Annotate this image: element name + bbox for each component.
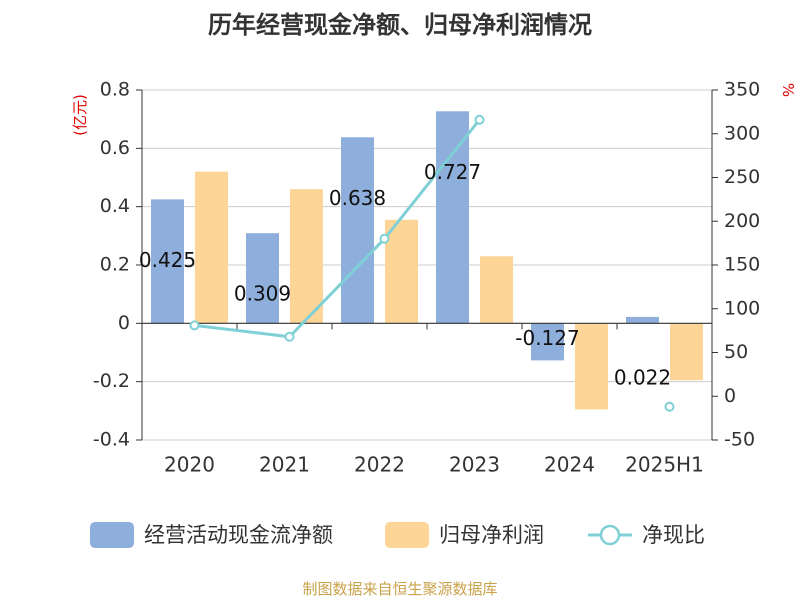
ratio-line xyxy=(189,114,675,412)
y-right-tick-label: -50 xyxy=(724,429,755,451)
bars xyxy=(151,111,703,410)
data-label-operating-cash-flow: 0.425 xyxy=(139,248,196,272)
ratio-point xyxy=(189,320,200,331)
bar-operating-cash-flow xyxy=(626,316,659,324)
x-tick-label: 2025H1 xyxy=(625,453,704,477)
y-right-unit-label: % xyxy=(779,83,797,97)
y-right-tick-label: 50 xyxy=(724,341,748,363)
chart-title: 历年经营现金净额、归母净利润情况 xyxy=(208,11,592,39)
bar-net-profit xyxy=(480,256,513,324)
bar-operating-cash-flow xyxy=(246,233,279,324)
legend-marker xyxy=(599,524,621,546)
y-left-tick-label: -0.4 xyxy=(93,429,130,451)
legend: 经营活动现金流净额 归母净利润 净现比 xyxy=(90,522,705,548)
ratio-point xyxy=(474,114,485,125)
y-left-tick-label: -0.2 xyxy=(93,370,130,392)
data-label-operating-cash-flow: 0.309 xyxy=(234,282,291,306)
bar-operating-cash-flow xyxy=(341,137,374,324)
legend-label: 经营活动现金流净额 xyxy=(144,523,333,547)
legend-label: 归母净利润 xyxy=(439,523,544,547)
bar-net-profit xyxy=(670,323,703,381)
y-right-tick-label: 150 xyxy=(724,254,760,276)
source-note: 制图数据来自恒生聚源数据库 xyxy=(302,580,497,598)
y-left-tick-label: 0.2 xyxy=(100,254,130,276)
data-label-operating-cash-flow: 0.638 xyxy=(329,186,386,210)
x-tick-label: 2023 xyxy=(449,453,500,477)
bar-net-profit xyxy=(385,219,418,324)
data-label-operating-cash-flow: 0.022 xyxy=(614,365,671,389)
x-tick-label: 2020 xyxy=(164,453,215,477)
data-labels: 0.425 0.309 0.638 0.727 -0.127 0.022 xyxy=(139,160,671,390)
bar-net-profit xyxy=(290,189,323,324)
y-right-tick-label: 200 xyxy=(724,210,760,232)
legend-swatch xyxy=(90,522,134,548)
bar-net-profit xyxy=(195,171,228,324)
data-label-operating-cash-flow: 0.727 xyxy=(424,160,481,184)
axes: -0.4 -0.2 0 0.2 0.4 0.6 0.8 -50 0 50 100 150 200 250 3… xyxy=(93,79,760,477)
bar-net-profit xyxy=(575,323,608,410)
y-left-tick-label: 0.4 xyxy=(100,195,130,217)
y-right-tick-label: 250 xyxy=(724,166,760,188)
bar-operating-cash-flow xyxy=(151,199,184,324)
grid-lines xyxy=(142,89,712,441)
legend-label: 净现比 xyxy=(642,523,705,547)
y-right-tick-label: 350 xyxy=(724,79,760,101)
data-label-operating-cash-flow: -0.127 xyxy=(515,326,579,350)
y-right-tick-label: 0 xyxy=(724,385,736,407)
legend-swatch xyxy=(385,522,429,548)
x-tick-label: 2024 xyxy=(544,453,595,477)
y-left-unit-label: (亿元) xyxy=(71,94,89,136)
y-left-tick-label: 0.8 xyxy=(100,79,130,101)
y-right-tick-label: 300 xyxy=(724,122,760,144)
y-left-tick-label: 0 xyxy=(118,312,130,334)
ratio-line-segment xyxy=(194,118,481,339)
x-tick-label: 2021 xyxy=(259,453,310,477)
ratio-point xyxy=(664,401,675,412)
ratio-point xyxy=(284,331,295,342)
ratio-point xyxy=(379,233,390,244)
bar-operating-cash-flow xyxy=(531,323,564,361)
y-right-tick-label: 100 xyxy=(724,297,760,319)
y-left-tick-label: 0.6 xyxy=(100,137,130,159)
bar-operating-cash-flow xyxy=(436,111,469,324)
x-tick-label: 2022 xyxy=(354,453,405,477)
